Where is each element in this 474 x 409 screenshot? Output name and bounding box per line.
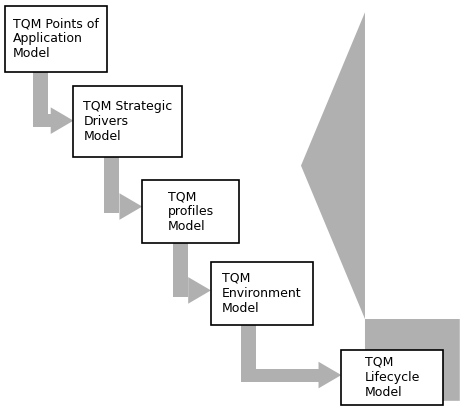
Bar xyxy=(241,369,319,382)
Polygon shape xyxy=(319,362,341,389)
Text: TQM
Lifecycle
Model: TQM Lifecycle Model xyxy=(365,356,420,399)
Text: TQM Strategic
Drivers
Model: TQM Strategic Drivers Model xyxy=(83,100,173,143)
Bar xyxy=(211,262,313,325)
Bar xyxy=(33,72,48,121)
Bar xyxy=(104,157,119,207)
Text: TQM
profiles
Model: TQM profiles Model xyxy=(168,190,214,233)
Polygon shape xyxy=(51,108,73,134)
Bar xyxy=(104,200,119,213)
Bar xyxy=(241,325,256,375)
Bar xyxy=(173,284,188,297)
Text: TQM
Environment
Model: TQM Environment Model xyxy=(222,272,301,315)
Bar xyxy=(33,114,51,127)
Bar xyxy=(173,243,188,290)
Bar xyxy=(73,86,182,157)
Polygon shape xyxy=(119,193,142,220)
Bar xyxy=(142,180,239,243)
Bar xyxy=(365,74,408,237)
Polygon shape xyxy=(301,12,460,401)
Bar xyxy=(341,350,443,405)
Polygon shape xyxy=(188,277,211,303)
Text: TQM Points of
Application
Model: TQM Points of Application Model xyxy=(13,17,99,61)
Bar xyxy=(5,6,107,72)
